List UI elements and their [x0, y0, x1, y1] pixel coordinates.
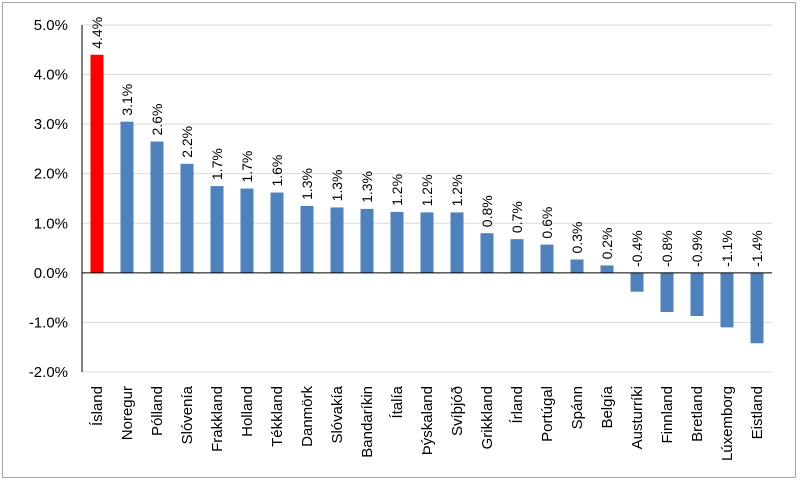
bar	[420, 212, 434, 273]
data-label: 1.2%	[389, 174, 405, 206]
x-tick-label: Grikkland	[479, 386, 496, 449]
x-tick-label: Noregur	[119, 386, 136, 440]
x-tick-label: Pólland	[149, 386, 166, 436]
y-tick-label: 0.0%	[34, 265, 68, 282]
data-label: 0.8%	[479, 195, 495, 227]
bar	[270, 192, 284, 273]
data-label: 1.2%	[449, 174, 465, 206]
x-tick-label: Holland	[239, 386, 256, 437]
x-tick-label: Þýskaland	[419, 386, 436, 455]
x-tick-label: Austurríki	[629, 386, 646, 449]
bar	[750, 272, 764, 344]
x-tick-label: Svíþjóð	[449, 386, 466, 436]
data-label: 2.6%	[149, 104, 165, 136]
bar	[510, 239, 524, 273]
data-label: 1.3%	[359, 171, 375, 203]
x-tick-label: Portúgal	[539, 386, 556, 442]
bar	[450, 212, 464, 273]
bar	[720, 272, 734, 328]
x-tick-label: Slóvakía	[329, 385, 346, 443]
data-label: -0.4%	[629, 230, 645, 267]
data-label: 1.6%	[269, 155, 285, 187]
y-tick-label: 1.0%	[34, 215, 68, 232]
bar	[390, 211, 404, 273]
bar	[360, 208, 374, 273]
y-tick-label: 3.0%	[34, 116, 68, 133]
bar	[540, 244, 554, 273]
bar	[120, 121, 134, 273]
bar	[90, 54, 104, 273]
data-label: 0.6%	[539, 207, 555, 239]
bar	[300, 205, 314, 273]
y-tick-label: 4.0%	[34, 67, 68, 84]
x-tick-label: Bretland	[689, 386, 706, 442]
data-label: 1.3%	[299, 168, 315, 200]
bar	[690, 272, 704, 316]
x-tick-label: Spánn	[569, 386, 586, 429]
x-tick-label: Lúxemborg	[719, 386, 736, 461]
data-label: 0.7%	[509, 201, 525, 233]
bar	[480, 233, 494, 273]
bar	[660, 272, 674, 313]
y-tick-label: 2.0%	[34, 166, 68, 183]
bar	[240, 188, 254, 273]
x-tick-label: Danmörk	[299, 386, 316, 447]
bar	[210, 186, 224, 273]
data-label: 4.4%	[89, 17, 105, 49]
x-tick-label: Belgía	[599, 385, 616, 428]
y-tick-label: -2.0%	[29, 364, 68, 381]
y-tick-label: -1.0%	[29, 314, 68, 331]
bar	[180, 163, 194, 273]
data-label: -0.9%	[689, 230, 705, 267]
x-tick-label: Slóvenía	[179, 385, 196, 444]
data-label: 1.3%	[329, 170, 345, 202]
x-tick-label: Írland	[509, 386, 526, 424]
data-label: -1.1%	[719, 230, 735, 267]
x-tick-label: Finnland	[659, 386, 676, 444]
bar	[570, 259, 584, 273]
data-label: -0.8%	[659, 230, 675, 267]
data-label: 1.2%	[419, 174, 435, 206]
bar	[150, 141, 164, 273]
x-tick-label: Ítalía	[389, 385, 406, 418]
x-tick-label: Tékkland	[269, 386, 286, 447]
x-tick-label: Ísland	[89, 386, 106, 426]
bar	[330, 207, 344, 273]
data-label: -1.4%	[749, 230, 765, 267]
x-tick-label: Frakkland	[209, 386, 226, 452]
y-tick-label: 5.0%	[34, 17, 68, 34]
bar	[630, 272, 644, 292]
data-label: 1.7%	[209, 148, 225, 180]
data-label: 3.1%	[119, 84, 135, 116]
x-tick-label: Bandaríkin	[359, 386, 376, 458]
bar	[600, 265, 614, 273]
data-label: 0.3%	[569, 222, 585, 254]
x-tick-label: Eistland	[749, 386, 766, 439]
data-label: 2.2%	[179, 126, 195, 158]
data-label: 0.2%	[599, 227, 615, 259]
data-label: 1.7%	[239, 151, 255, 183]
